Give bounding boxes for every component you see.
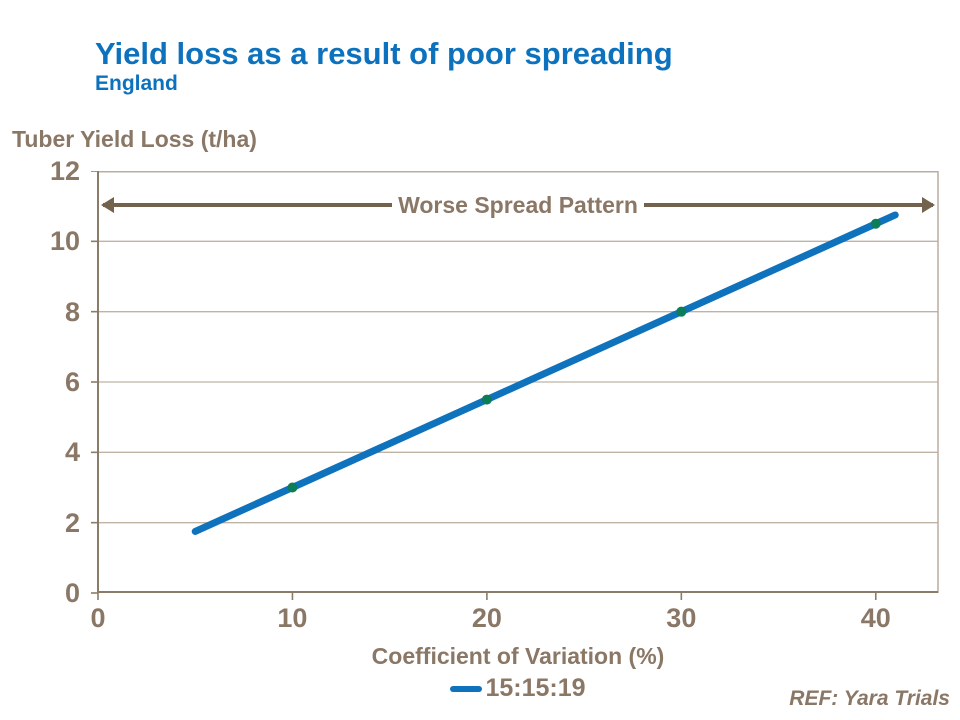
data-point-marker (676, 306, 687, 317)
x-tick-label: 10 (277, 603, 308, 633)
y-axis-title: Tuber Yield Loss (t/ha) (12, 126, 257, 152)
legend: 15:15:19 (98, 674, 938, 703)
arrow-left-segment (101, 197, 393, 213)
reference-note: REF: Yara Trials (789, 687, 950, 710)
arrowhead-right-icon (922, 197, 935, 213)
x-tick-label: 0 (90, 603, 106, 633)
y-tick-label: 0 (64, 578, 80, 608)
arrowhead-left-icon (101, 197, 114, 213)
legend-series-label: 15:15:19 (485, 674, 586, 702)
x-tick-label: 20 (471, 603, 502, 633)
data-point-marker (287, 482, 298, 493)
x-tick-label: 40 (860, 603, 891, 633)
chart-subtitle: England (95, 72, 178, 95)
x-axis-title: Coefficient of Variation (%) (371, 643, 665, 669)
worse-spread-annotation: Worse Spread Pattern (101, 191, 935, 219)
y-tick-label: 6 (64, 367, 80, 397)
y-tick-label: 12 (49, 156, 80, 186)
plot-area (91, 171, 939, 600)
series-line (191, 211, 899, 535)
legend-line-swatch (450, 685, 483, 692)
arrow-right-segment (643, 197, 935, 213)
y-tick-label: 10 (49, 226, 80, 257)
chart-title: Yield loss as a result of poor spreading (95, 36, 673, 71)
data-point-marker (481, 394, 492, 405)
x-tick-label: 30 (666, 603, 697, 633)
y-tick-label: 4 (64, 437, 80, 468)
y-tick-label: 8 (64, 296, 80, 327)
y-tick-label: 2 (64, 507, 80, 538)
annotation-label: Worse Spread Pattern (398, 191, 638, 218)
data-point-marker (870, 218, 881, 229)
